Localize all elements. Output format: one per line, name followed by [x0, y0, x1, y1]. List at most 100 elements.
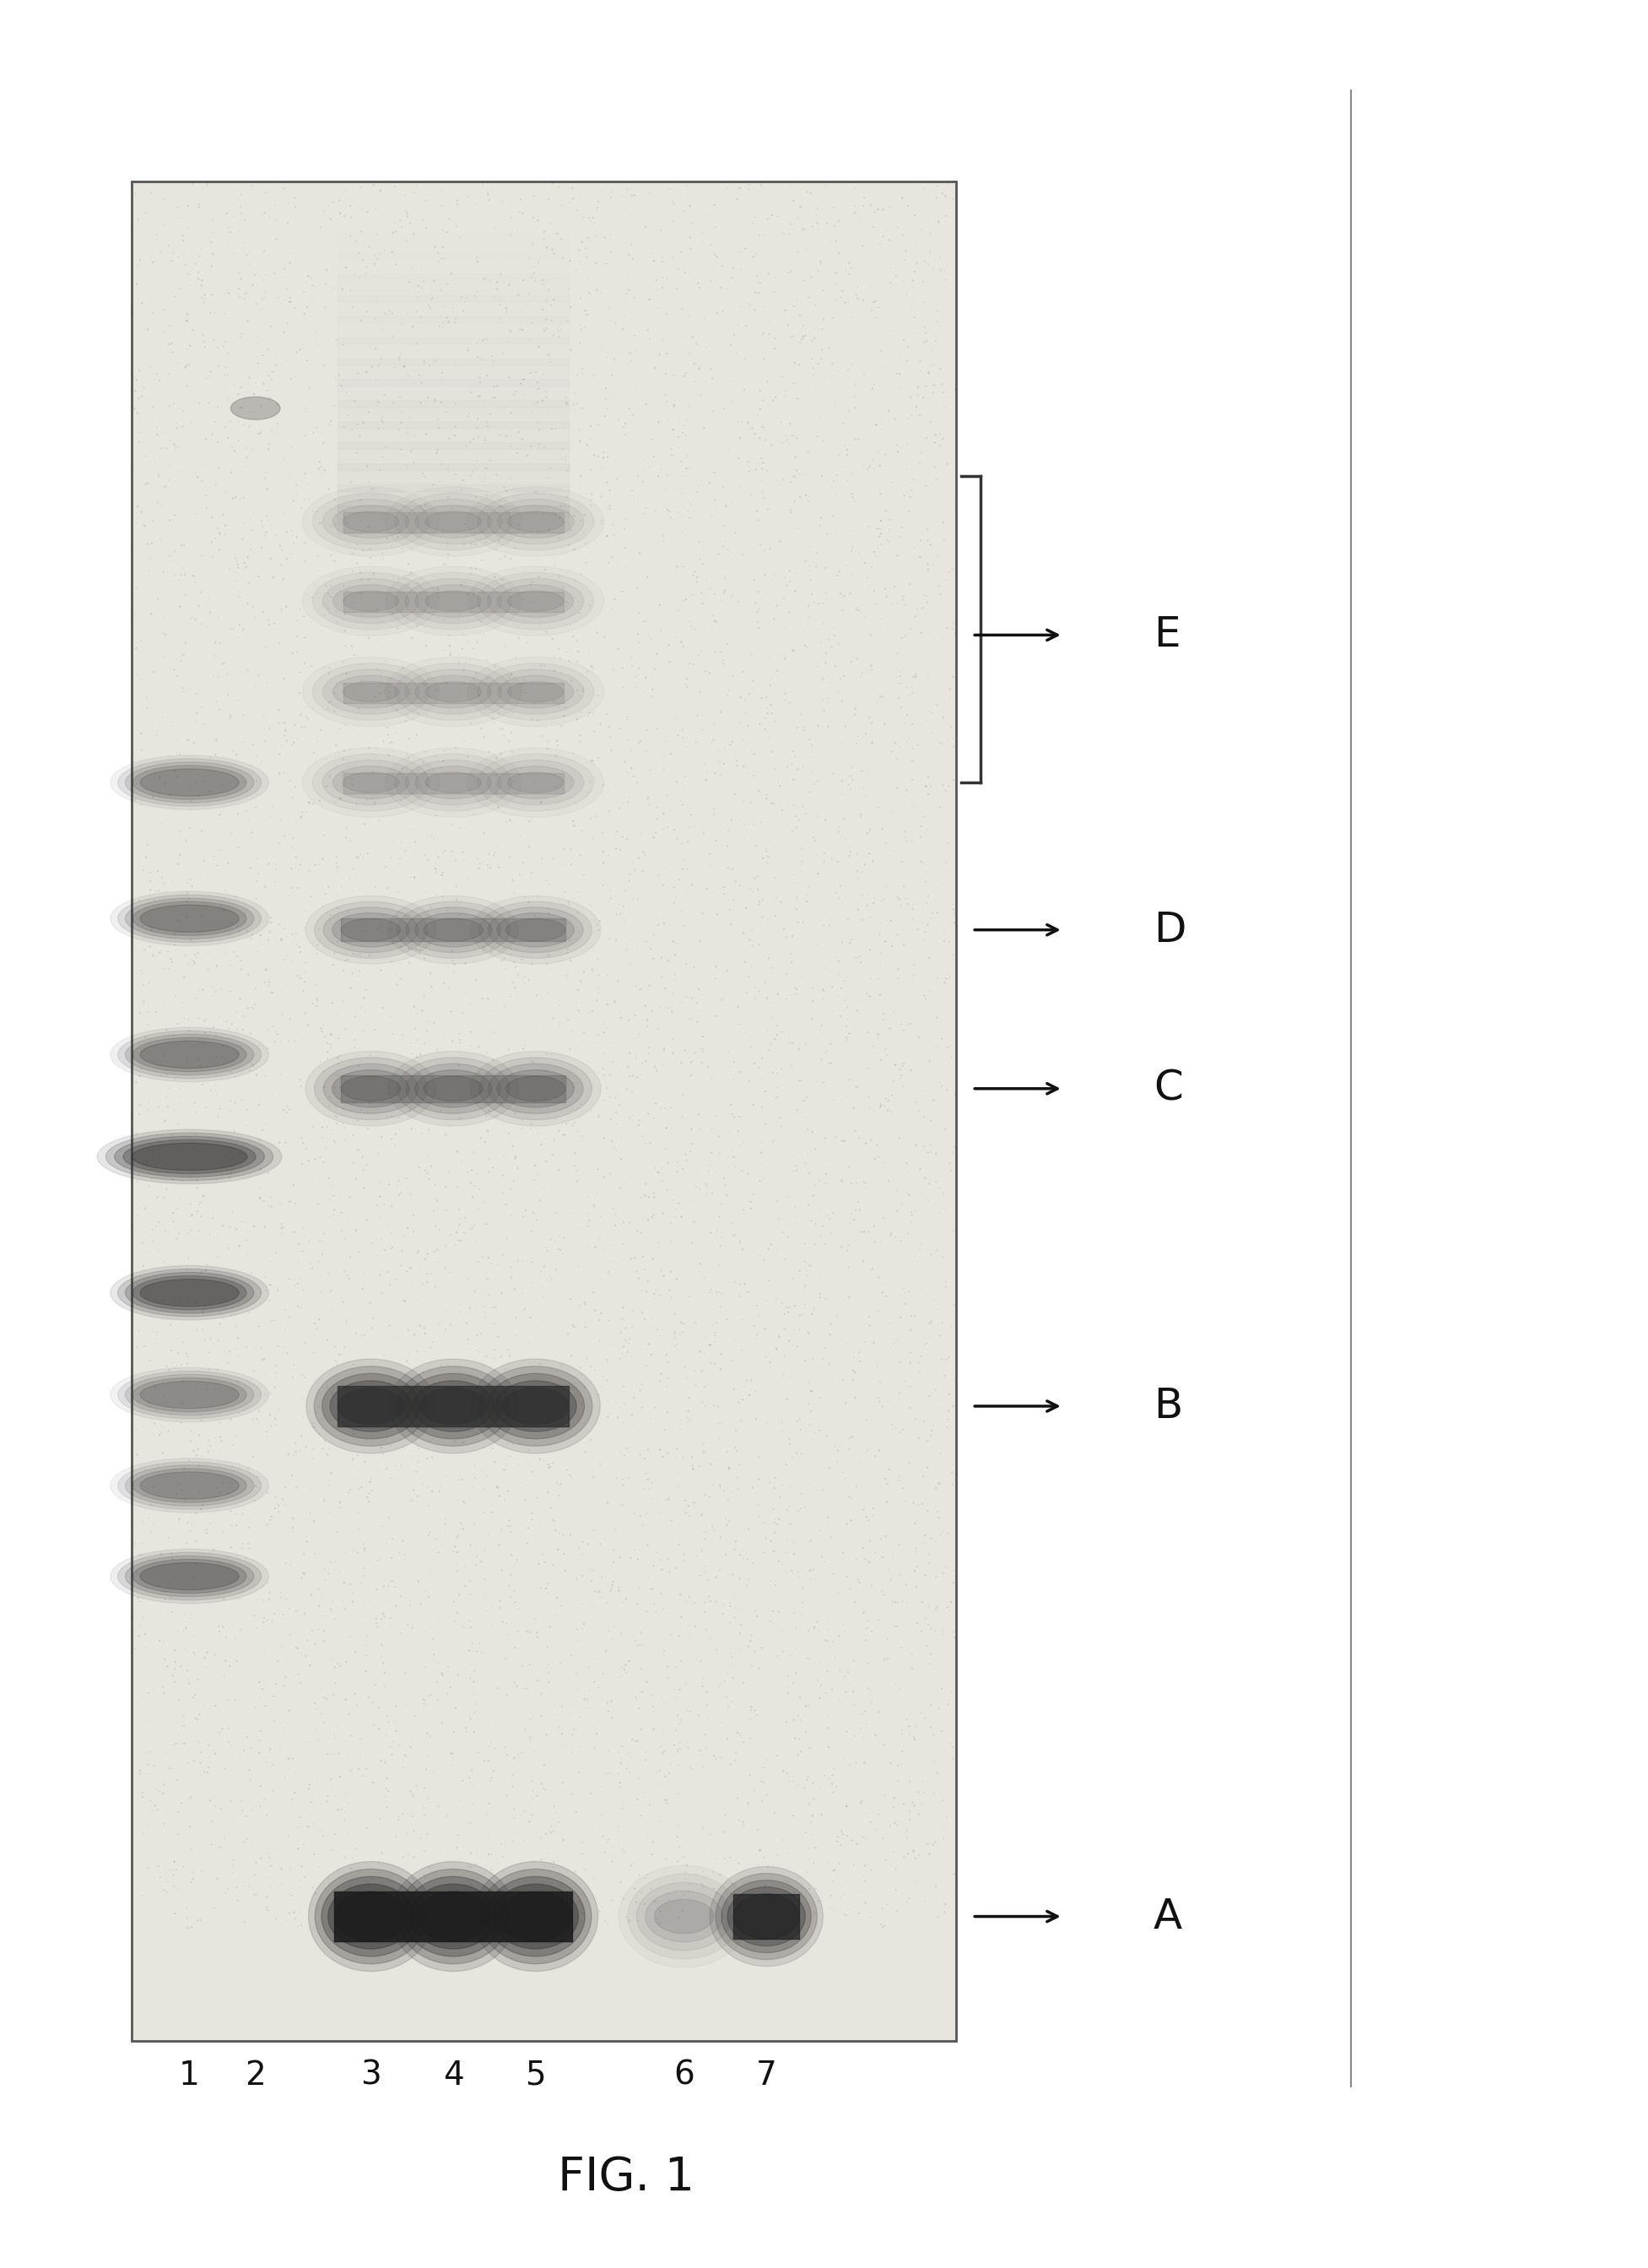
- Point: [929, 1613, 956, 1649]
- Point: [751, 964, 778, 1000]
- Point: [811, 302, 837, 338]
- Point: [249, 1343, 275, 1379]
- Point: [737, 1758, 763, 1794]
- Point: [529, 782, 555, 819]
- Point: [667, 1642, 694, 1678]
- Point: [461, 277, 488, 313]
- Point: [473, 404, 499, 440]
- Point: [811, 973, 837, 1009]
- Point: [130, 1778, 157, 1814]
- Point: [873, 1279, 900, 1315]
- Point: [129, 1526, 155, 1563]
- Point: [898, 1311, 925, 1347]
- Point: [150, 699, 176, 735]
- Point: [382, 1819, 409, 1855]
- Point: [857, 567, 883, 603]
- Point: [194, 1372, 221, 1408]
- Point: [508, 751, 534, 787]
- Point: [285, 1631, 311, 1667]
- Point: [499, 733, 526, 769]
- Point: [125, 424, 152, 460]
- Point: [923, 1522, 949, 1558]
- Point: [901, 531, 928, 567]
- Point: [262, 1349, 288, 1386]
- Ellipse shape: [140, 1041, 239, 1068]
- Point: [326, 356, 353, 392]
- Point: [638, 678, 664, 714]
- Point: [150, 1036, 176, 1073]
- Point: [486, 937, 513, 973]
- Point: [544, 215, 570, 252]
- Point: [916, 349, 943, 386]
- Point: [676, 1730, 702, 1767]
- Point: [471, 383, 498, 420]
- Point: [307, 1812, 333, 1848]
- Point: [732, 821, 758, 857]
- Point: [753, 1867, 780, 1903]
- Point: [428, 748, 455, 785]
- Point: [753, 1520, 780, 1556]
- Point: [577, 753, 603, 789]
- Point: [595, 1383, 621, 1420]
- Point: [565, 633, 592, 669]
- Point: [432, 733, 458, 769]
- Point: [654, 810, 681, 846]
- Point: [320, 270, 346, 306]
- Point: [654, 1395, 681, 1431]
- Point: [641, 1100, 667, 1136]
- Point: [517, 1701, 544, 1737]
- Point: [537, 1220, 564, 1256]
- Point: [138, 596, 165, 633]
- Point: [452, 1200, 478, 1236]
- Point: [269, 1628, 295, 1665]
- Point: [354, 835, 381, 871]
- Point: [249, 1672, 275, 1708]
- Point: [227, 941, 254, 978]
- Point: [399, 619, 425, 655]
- Point: [852, 1125, 878, 1161]
- Point: [539, 231, 565, 268]
- Point: [199, 202, 226, 238]
- Point: [536, 896, 562, 932]
- Point: [803, 197, 829, 234]
- Point: [438, 1735, 465, 1771]
- Point: [282, 708, 308, 744]
- Point: [574, 426, 600, 463]
- Point: [654, 941, 681, 978]
- Point: [933, 562, 959, 599]
- Point: [129, 687, 155, 723]
- Point: [338, 971, 364, 1007]
- Point: [303, 315, 330, 352]
- Point: [498, 540, 524, 576]
- Point: [283, 1592, 310, 1628]
- Point: [188, 1853, 214, 1889]
- Point: [481, 835, 508, 871]
- Point: [595, 544, 621, 581]
- Point: [333, 172, 359, 209]
- Point: [832, 1281, 859, 1318]
- Point: [862, 1036, 888, 1073]
- Point: [781, 864, 808, 900]
- Point: [687, 923, 714, 959]
- Point: [753, 689, 780, 726]
- Point: [509, 667, 536, 703]
- Point: [339, 1118, 366, 1154]
- Point: [585, 1016, 611, 1052]
- Point: [171, 1708, 198, 1744]
- Point: [880, 1583, 906, 1619]
- Point: [854, 887, 880, 923]
- Point: [692, 1717, 719, 1753]
- Point: [308, 1669, 335, 1706]
- Point: [786, 801, 812, 837]
- Point: [387, 764, 414, 801]
- Point: [931, 1894, 957, 1930]
- Point: [456, 1699, 483, 1735]
- Point: [893, 723, 920, 760]
- Point: [488, 1338, 514, 1374]
- Point: [616, 1059, 643, 1095]
- Point: [473, 1034, 499, 1070]
- Point: [628, 816, 654, 853]
- Point: [826, 1617, 852, 1653]
- Point: [425, 1644, 452, 1681]
- Point: [133, 1735, 160, 1771]
